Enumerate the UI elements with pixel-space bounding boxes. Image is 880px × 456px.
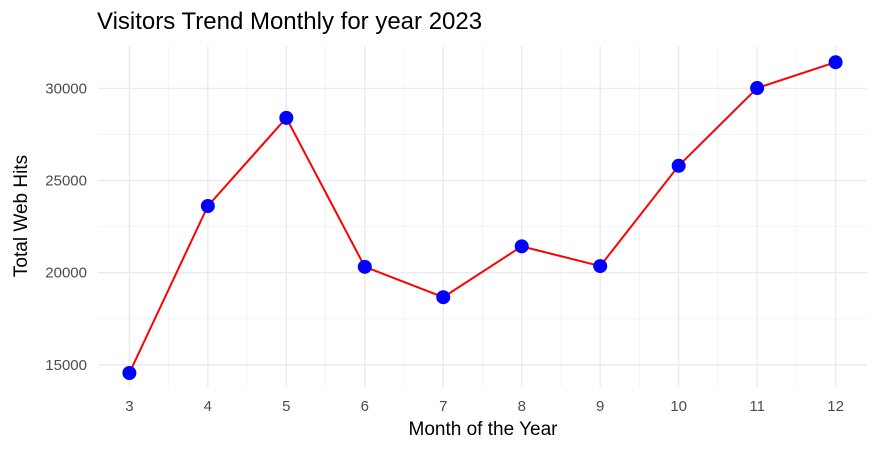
data-point [436,290,451,305]
x-tick-label: 10 [670,398,687,415]
data-point [357,259,372,274]
data-point [750,81,765,96]
data-point [671,158,686,173]
y-axis-ticks: 15000 20000 25000 30000 [45,80,87,373]
y-tick-label: 15000 [45,357,87,374]
x-tick-label: 3 [125,398,133,415]
x-tick-label: 9 [596,398,604,415]
x-tick-label: 4 [204,398,212,415]
x-axis-title: Month of the Year [409,419,559,440]
data-point [828,55,843,70]
y-tick-label: 30000 [45,80,87,97]
series-line-layer [128,61,836,374]
data-point [514,239,529,254]
x-tick-label: 12 [827,398,844,415]
chart-title: Visitors Trend Monthly for year 2023 [97,8,482,35]
x-axis-ticks: 3 4 5 6 7 8 9 10 11 12 [125,398,844,415]
grid [98,46,867,387]
y-tick-label: 20000 [45,265,87,282]
data-point [593,259,608,274]
x-tick-label: 7 [439,398,447,415]
data-point [122,365,137,380]
x-tick-label: 6 [361,398,369,415]
data-point [200,198,215,213]
x-tick-label: 5 [282,398,290,415]
x-tick-label: 8 [518,398,526,415]
y-axis-title: Total Web Hits [11,155,32,277]
y-tick-label: 25000 [45,173,87,190]
series-line [128,61,836,374]
data-point [279,110,294,125]
data-points [122,55,843,380]
x-tick-label: 11 [749,398,765,415]
